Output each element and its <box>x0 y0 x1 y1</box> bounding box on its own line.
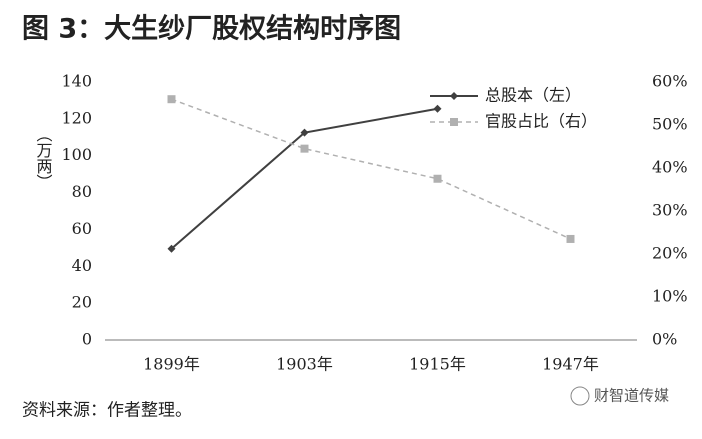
watermark-icon <box>570 386 590 406</box>
x-tick-label: 1947年 <box>542 355 599 374</box>
y-tick-label: 140 <box>61 72 92 91</box>
y-axis-label: （万两） <box>34 126 53 190</box>
point <box>433 174 442 183</box>
y-tick-label: 0 <box>82 330 92 349</box>
y2-tick-label: 60% <box>652 72 688 91</box>
legend-label: 官股占比（右） <box>485 112 597 131</box>
source: 资料来源：作者整理。 <box>22 401 192 421</box>
y2-tick-label: 0% <box>652 330 677 349</box>
y2-tick-label: 40% <box>652 158 688 177</box>
y-tick-label: 20 <box>72 293 92 312</box>
y2-tick-label: 10% <box>652 287 688 306</box>
legend-marker <box>450 92 458 100</box>
point <box>300 128 309 137</box>
point <box>167 244 176 253</box>
point <box>566 234 575 243</box>
x-tick-label: 1915年 <box>409 355 466 374</box>
watermark: 财智道传媒 <box>594 387 669 405</box>
y2-tick-label: 20% <box>652 244 688 263</box>
y-tick-label: 80 <box>72 182 92 201</box>
legend-label: 总股本（左） <box>485 86 581 105</box>
point <box>433 104 442 113</box>
y-tick-label: 100 <box>61 145 92 164</box>
point <box>300 144 309 153</box>
chart-title: 图 3：大生纱厂股权结构时序图 <box>22 13 401 45</box>
y2-tick-label: 50% <box>652 115 688 134</box>
legend-marker <box>450 118 458 126</box>
x-tick-label: 1899年 <box>143 355 200 374</box>
y-tick-label: 60 <box>72 219 92 238</box>
y2-tick-label: 30% <box>652 201 688 220</box>
series-line <box>171 98 571 240</box>
point <box>167 95 176 104</box>
y-tick-label: 120 <box>61 108 92 127</box>
x-tick-label: 1903年 <box>276 355 333 374</box>
y-tick-label: 40 <box>72 256 92 275</box>
